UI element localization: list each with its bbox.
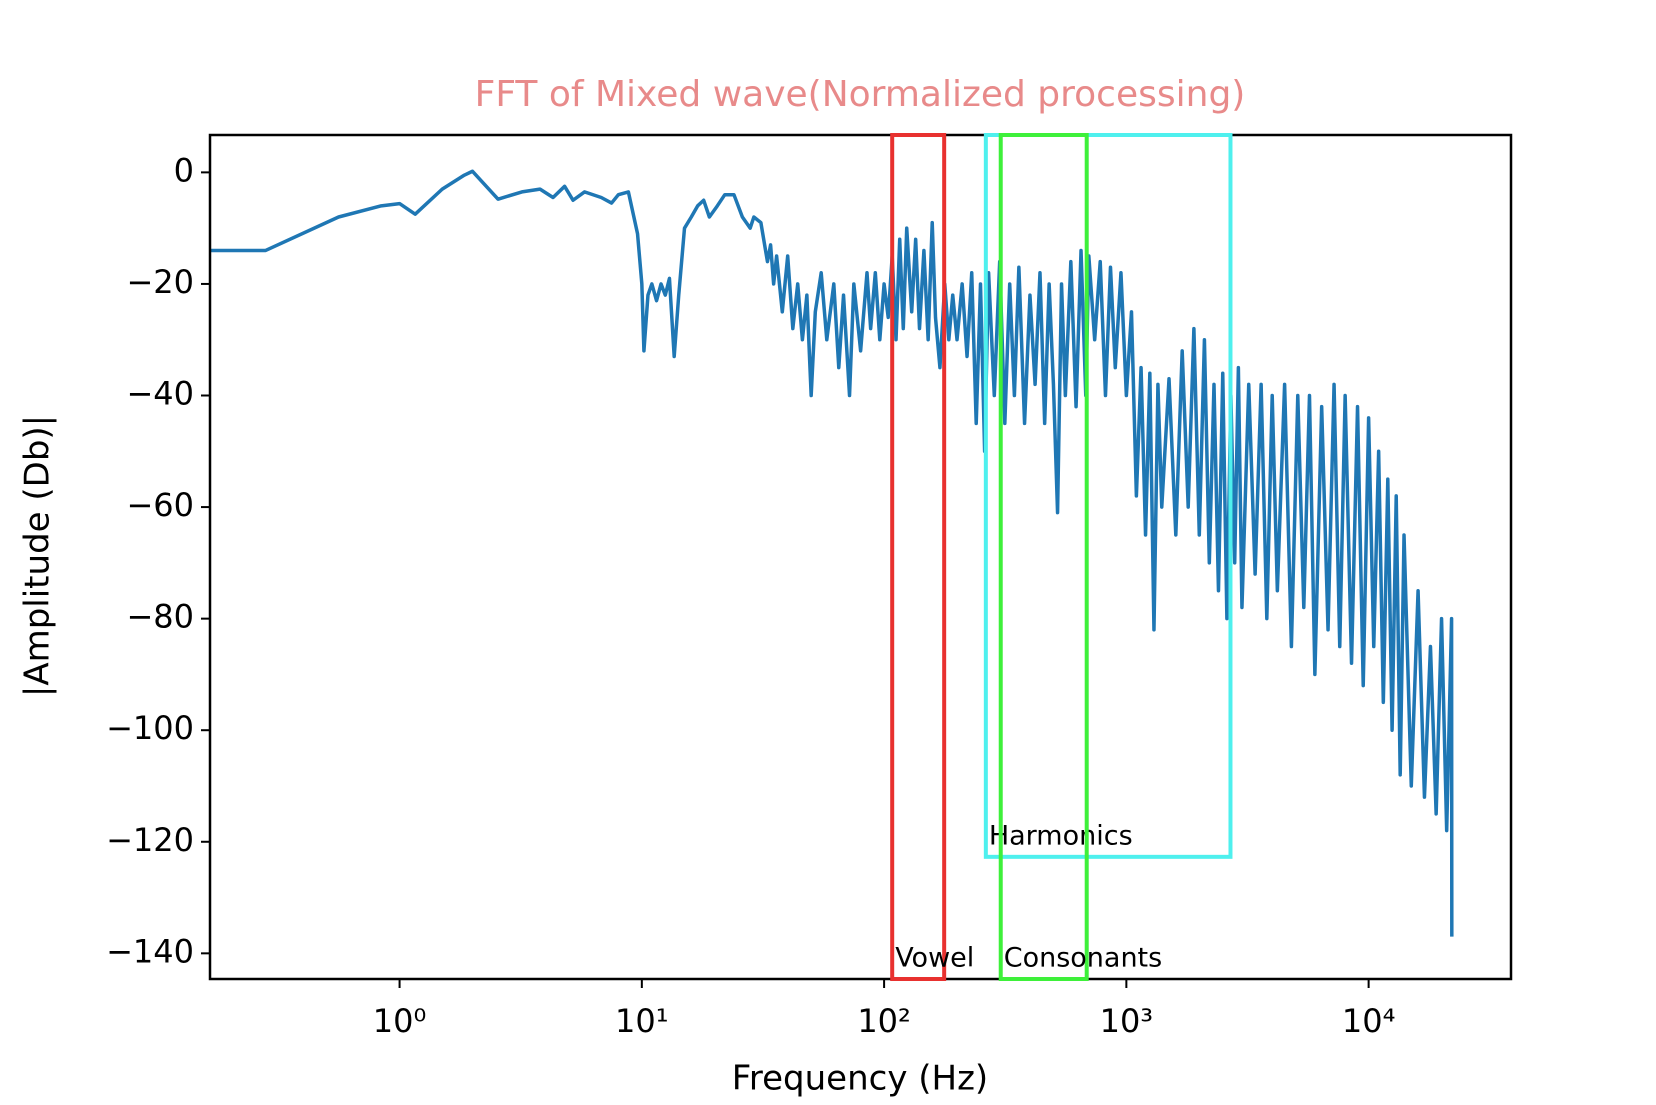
region-box <box>890 133 947 981</box>
region-label: Harmonics <box>989 820 1133 851</box>
x-tick-label: 10³ <box>1100 1002 1154 1040</box>
y-tick-label: −140 <box>106 932 194 970</box>
y-tick-label: −100 <box>106 709 194 747</box>
y-tick-label: 0 <box>174 151 194 189</box>
x-tick-label: 10⁴ <box>1342 1002 1396 1040</box>
y-tick-label: −40 <box>126 375 194 413</box>
x-tick-label: 10¹ <box>615 1002 669 1040</box>
plot-frame <box>208 133 1513 981</box>
y-tick-label: −60 <box>126 486 194 524</box>
data-line <box>210 169 1454 937</box>
chart-title: FFT of Mixed wave(Normalized processing) <box>475 74 1246 115</box>
y-tick-label: −80 <box>126 598 194 636</box>
x-tick-label: 10² <box>857 1002 911 1040</box>
y-tick-label: −20 <box>126 263 194 301</box>
y-axis-label: |Amplitude (Db)| <box>18 415 58 697</box>
x-axis-label: Frequency (Hz) <box>732 1059 988 1099</box>
region-box <box>983 133 1233 859</box>
region-label: Consonants <box>1004 943 1162 974</box>
region-box <box>998 133 1089 981</box>
y-tick-label: −120 <box>106 821 194 859</box>
region-label: Vowel <box>895 943 974 974</box>
x-tick-label: 10⁰ <box>373 1002 427 1040</box>
